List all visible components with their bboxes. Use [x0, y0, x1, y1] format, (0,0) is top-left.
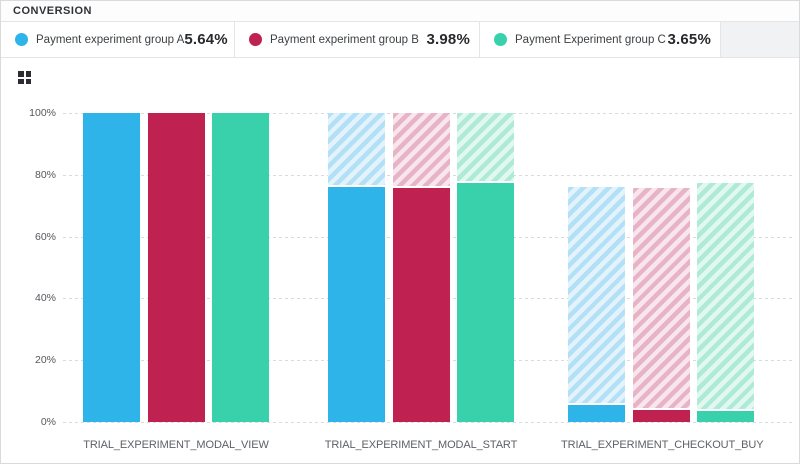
legend-value: 3.65% [667, 31, 711, 48]
page-title: CONVERSION [13, 5, 92, 17]
funnel-chart: 0% 20% 40% 60% 80% 100% TRIAL_EXPERIMENT_MODAL… [1, 58, 799, 463]
funnel-bar-trial_experiment_modal_start-group-C[interactable] [457, 183, 514, 422]
y-axis-tick-label: 60% [34, 230, 56, 243]
legend-item-group-C[interactable]: Payment Experiment group C 3.65% [480, 22, 721, 57]
x-axis-label: TRIAL_EXPERIMENT_CHECKOUT_BUY [561, 439, 764, 451]
gridline-0% [63, 422, 794, 423]
grid-icon-square [18, 71, 24, 77]
legend-label: Payment Experiment group C [515, 33, 666, 46]
chart-type-grid-icon[interactable] [18, 71, 31, 84]
dropoff-hatch-bar-trial_experiment_checkout_buy-group-B[interactable] [632, 188, 690, 408]
funnel-bar-trial_experiment_modal_view-group-B[interactable] [147, 113, 205, 422]
legend: Payment experiment group A 5.64% Payment e… [1, 22, 799, 58]
legend-value: 5.64% [184, 31, 228, 48]
legend-label: Payment experiment group A [36, 33, 185, 46]
legend-dot-icon [15, 33, 28, 46]
funnel-bar-trial_experiment_checkout_buy-group-B[interactable] [632, 409, 690, 422]
dropoff-hatch-bar-trial_experiment_checkout_buy-group-A[interactable] [568, 186, 625, 403]
y-axis-tick-label: 20% [34, 354, 56, 367]
legend-item-group-B[interactable]: Payment experiment group B 3.98% [235, 22, 480, 57]
grid-icon-square [18, 78, 24, 84]
legend-filler [721, 22, 799, 57]
legend-item-group-A[interactable]: Payment experiment group A 5.64% [1, 22, 235, 57]
widget-header: CONVERSION [1, 1, 799, 22]
legend-label: Payment experiment group B [270, 33, 419, 46]
grid-icon-square [25, 71, 31, 77]
y-axis-tick-label: 100% [29, 107, 56, 119]
funnel-bar-trial_experiment_modal_view-group-A[interactable] [83, 113, 140, 422]
funnel-bar-trial_experiment_checkout_buy-group-C[interactable] [697, 410, 754, 422]
dropoff-hatch-bar-trial_experiment_modal_start-group-B[interactable] [392, 113, 450, 187]
funnel-bar-trial_experiment_modal_start-group-A[interactable] [328, 186, 385, 422]
x-axis-label: TRIAL_EXPERIMENT_MODAL_START [324, 439, 518, 451]
dropoff-hatch-bar-trial_experiment_modal_start-group-C[interactable] [457, 113, 514, 182]
funnel-bar-trial_experiment_checkout_buy-group-A[interactable] [568, 404, 625, 422]
funnel-bar-trial_experiment_modal_start-group-B[interactable] [392, 188, 450, 422]
legend-dot-icon [249, 33, 262, 46]
dropoff-hatch-bar-trial_experiment_modal_start-group-A[interactable] [328, 113, 385, 185]
grid-icon-square [25, 78, 31, 84]
legend-dot-icon [494, 33, 507, 46]
dropoff-hatch-bar-trial_experiment_checkout_buy-group-C[interactable] [697, 183, 754, 409]
legend-value: 3.98% [426, 31, 470, 48]
funnel-bar-trial_experiment_modal_view-group-C[interactable] [212, 113, 269, 422]
y-axis-tick-label: 0% [40, 416, 56, 428]
x-axis-label: TRIAL_EXPERIMENT_MODAL_VIEW [83, 439, 269, 451]
y-axis-tick-label: 40% [34, 292, 56, 305]
y-axis-tick-label: 80% [34, 168, 56, 181]
